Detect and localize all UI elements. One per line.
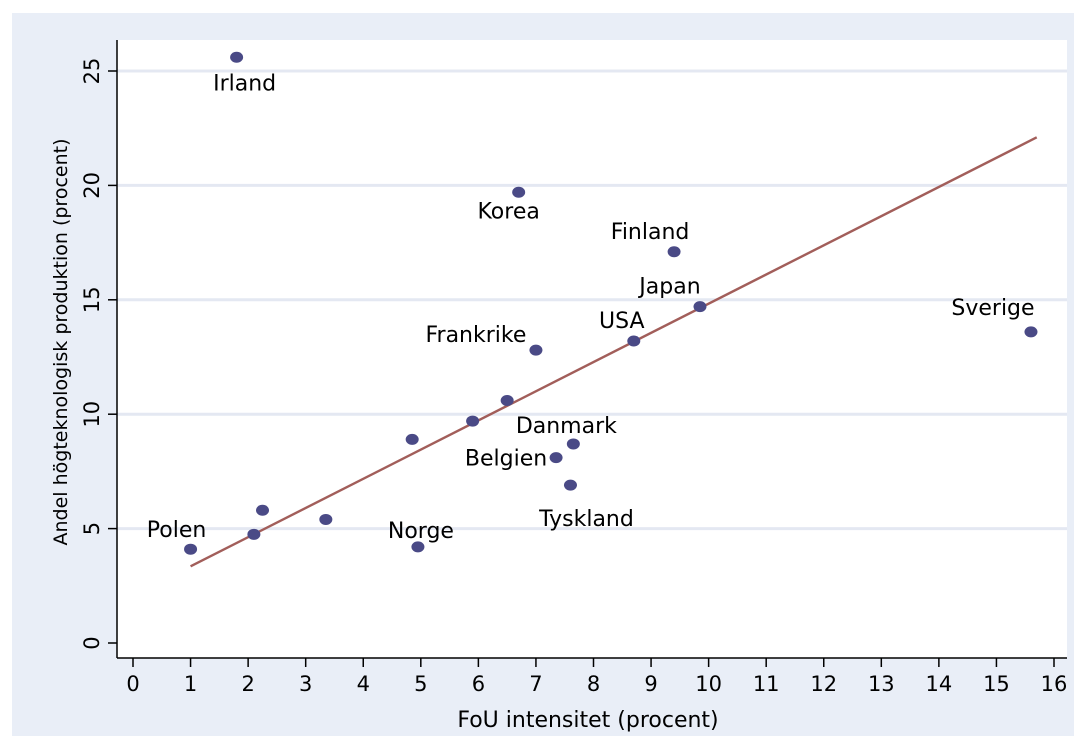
x-tick-label-4: 4	[357, 672, 370, 696]
y-tick-label-5: 5	[80, 522, 104, 535]
data-point-unlabeled-15	[247, 528, 261, 540]
x-tick-label-12: 12	[810, 672, 837, 696]
y-tick-label-15: 15	[80, 286, 104, 313]
x-tick-label-6: 6	[472, 672, 485, 696]
data-point-japan	[693, 301, 707, 313]
point-label-belgien: Belgien	[465, 447, 547, 472]
point-label-tyskland: Tyskland	[538, 507, 634, 532]
data-point-korea	[512, 186, 526, 198]
y-tick-label-25: 25	[80, 58, 104, 85]
point-label-usa: USA	[599, 309, 645, 334]
x-tick-label-9: 9	[644, 672, 657, 696]
y-tick-label-0: 0	[80, 636, 104, 649]
fit-line	[190, 136, 1038, 568]
x-tick-label-8: 8	[587, 672, 600, 696]
data-point-polen	[184, 543, 198, 555]
axes	[116, 40, 1067, 659]
data-point-unlabeled-7	[500, 394, 514, 406]
data-point-usa	[627, 335, 641, 347]
x-tick-label-13: 13	[868, 672, 895, 696]
y-tick-label-10: 10	[80, 401, 104, 428]
y-axis-title: Andel högteknologisk produktion (procent…	[50, 139, 72, 546]
x-tick-label-0: 0	[126, 672, 139, 696]
x-tick-label-11: 11	[753, 672, 780, 696]
fit-line-group	[190, 136, 1038, 568]
point-label-frankrike: Frankrike	[425, 323, 526, 348]
x-axis-title: FoU intensitet (procent)	[457, 708, 718, 733]
x-tick-label-7: 7	[529, 672, 542, 696]
data-point-frankrike	[529, 344, 543, 356]
data-point-irland	[230, 51, 244, 63]
data-point-unlabeled-14	[319, 513, 333, 525]
point-label-sverige: Sverige	[951, 296, 1034, 321]
data-point-finland	[667, 246, 681, 258]
x-tick-label-1: 1	[184, 672, 197, 696]
plot-area	[117, 40, 1067, 658]
point-labels: Irland Korea Finland Japan USA Sverige Frankri…	[147, 71, 1035, 544]
x-tick-label-15: 15	[983, 672, 1010, 696]
data-points	[184, 51, 1038, 555]
data-point-belgien	[549, 452, 563, 464]
x-tick-label-10: 10	[695, 672, 722, 696]
x-tick-label-14: 14	[926, 672, 953, 696]
point-label-norge: Norge	[388, 519, 454, 544]
x-tick-label-5: 5	[414, 672, 427, 696]
gridlines	[117, 69, 1067, 531]
data-point-tyskland	[563, 479, 577, 491]
point-label-irland: Irland	[213, 71, 276, 96]
data-point-danmark	[566, 438, 580, 450]
data-point-norge	[411, 541, 425, 553]
point-label-polen: Polen	[147, 518, 207, 543]
point-label-danmark: Danmark	[516, 414, 617, 439]
point-label-korea: Korea	[477, 199, 539, 224]
point-label-japan: Japan	[637, 275, 700, 300]
point-label-finland: Finland	[611, 220, 690, 245]
data-point-unlabeled-8	[466, 415, 480, 427]
data-point-unlabeled-9	[405, 433, 419, 445]
x-tick-label-2: 2	[241, 672, 254, 696]
x-tick-label-16: 16	[1041, 672, 1068, 696]
data-point-unlabeled-13	[256, 504, 270, 516]
x-tick-label-3: 3	[299, 672, 312, 696]
y-tick-label-20: 20	[80, 172, 104, 199]
data-point-sverige	[1024, 326, 1038, 338]
